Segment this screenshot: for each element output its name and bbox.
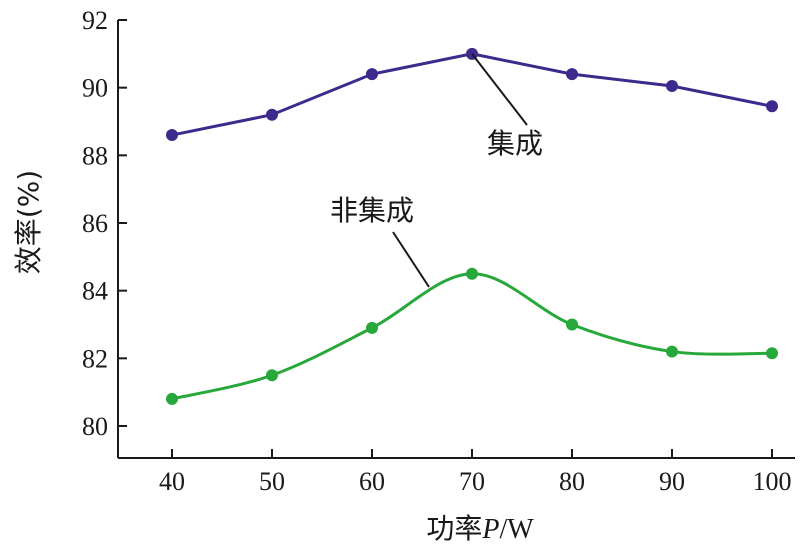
data-point (766, 100, 778, 113)
series-label-nonintegrated: 非集成 (330, 194, 414, 227)
y-axis-title: 效率(%) (12, 170, 45, 274)
annotation-leader-integrated (471, 53, 528, 126)
y-tick-label: 86 (82, 209, 108, 238)
annotation-leader-nonintegrated (392, 231, 430, 288)
data-point (166, 392, 178, 405)
y-tick-label: 84 (82, 277, 108, 306)
y-tick-label: 90 (82, 74, 108, 103)
x-axis-title-main: 功率 (426, 512, 482, 545)
data-point (666, 79, 678, 92)
data-point (266, 108, 278, 121)
data-point (366, 68, 378, 81)
y-tick-label: 80 (82, 412, 108, 441)
data-point (366, 321, 378, 334)
data-point (266, 369, 278, 382)
y-tick-label: 82 (82, 344, 108, 373)
x-tick-label: 80 (559, 467, 585, 496)
x-tick-label: 90 (659, 467, 685, 496)
y-tick-label: 88 (82, 141, 108, 170)
x-tick-label: 40 (159, 467, 185, 496)
data-point (566, 68, 578, 81)
x-tick-label: 60 (359, 467, 385, 496)
x-tick-label: 50 (259, 467, 285, 496)
data-point (166, 129, 178, 142)
data-point (666, 345, 678, 358)
series-line-1 (171, 52, 773, 137)
data-point (466, 267, 478, 280)
series-line-2 (171, 272, 773, 401)
data-point (766, 347, 778, 360)
data-point (566, 318, 578, 331)
x-axis-title-unit: /W (499, 514, 534, 545)
y-tick-label: 92 (82, 6, 108, 35)
axes: 80 82 84 86 88 90 92 40 50 60 70 80 90 100 (82, 6, 795, 496)
x-axis-title-var: P (481, 514, 499, 545)
x-tick-label: 100 (753, 467, 792, 496)
series-label-integrated: 集成 (487, 127, 543, 160)
x-tick-label: 70 (459, 467, 485, 496)
x-axis-title: 功率P/W (426, 512, 534, 545)
series-layer (166, 47, 778, 405)
